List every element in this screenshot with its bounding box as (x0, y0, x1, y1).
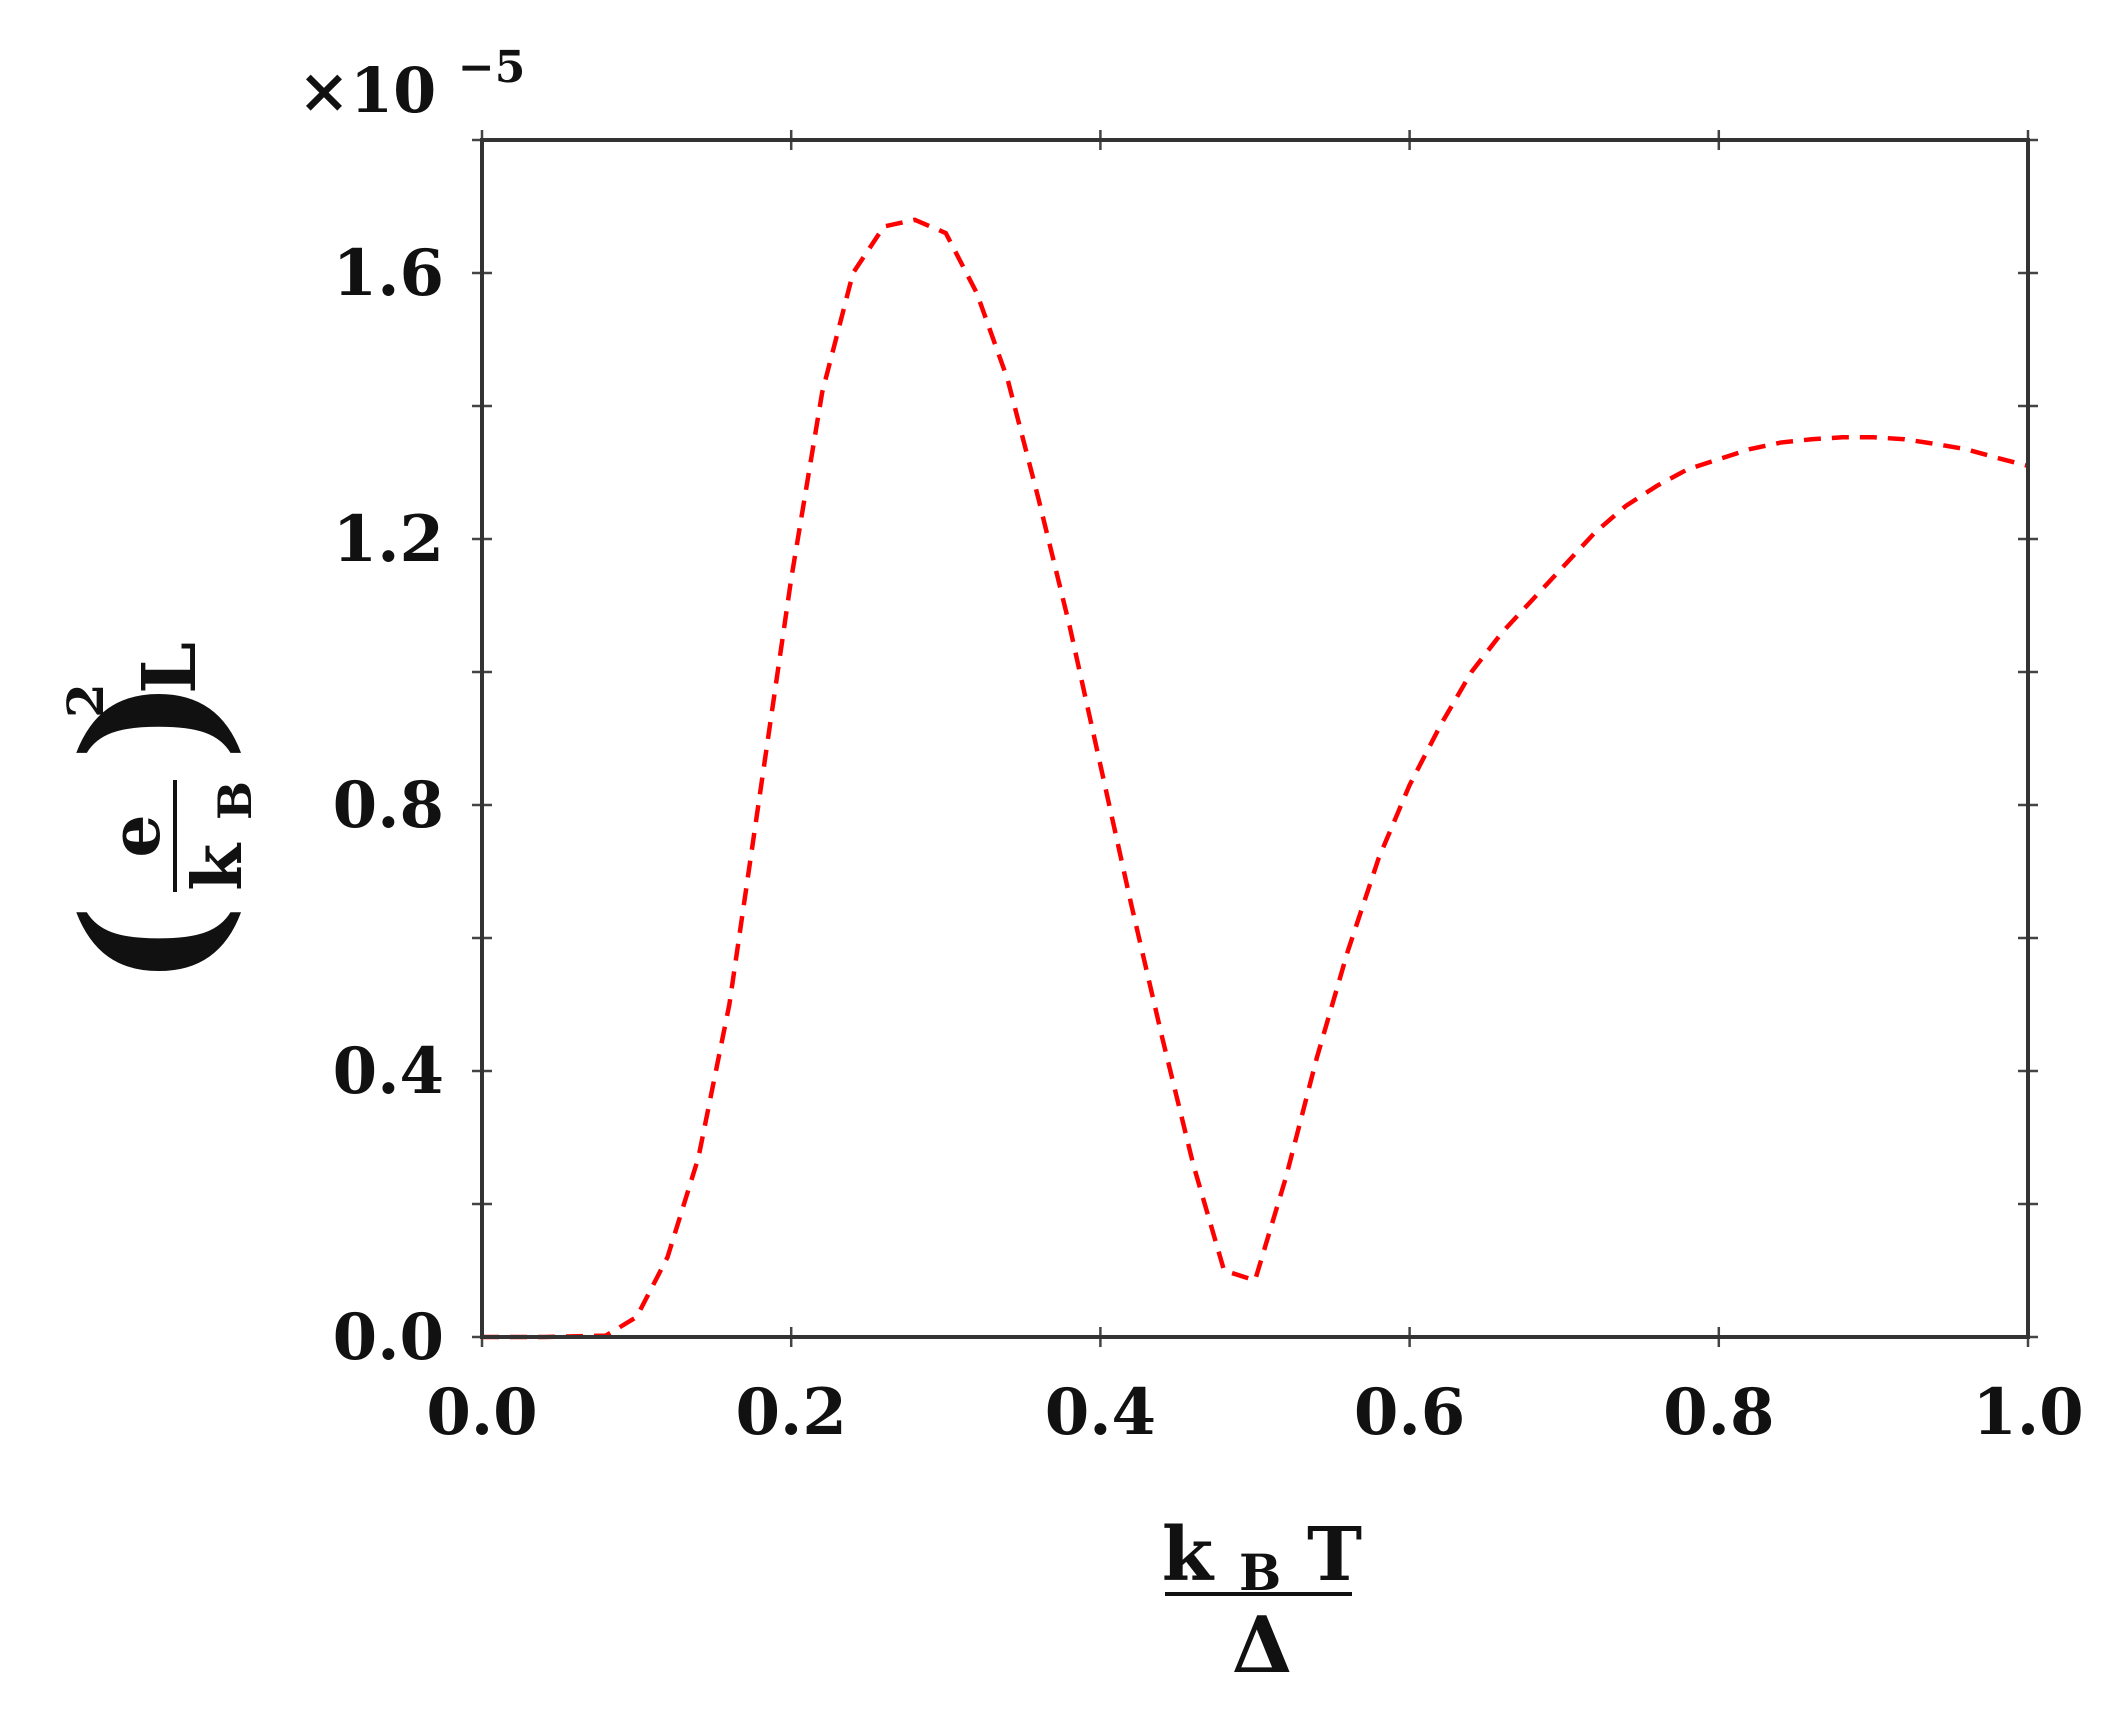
y-axis-label: ( e k B ) 2 L (45, 642, 262, 988)
x-label-T: T (1307, 1512, 1362, 1598)
y-label-power: 2 (56, 683, 115, 718)
y-label-denominator: k B (178, 781, 262, 891)
axis-ticks (472, 130, 2038, 1347)
x-tick-label: 0.6 (1354, 1375, 1465, 1450)
y-tick-label: 0.0 (333, 1300, 444, 1375)
x-tick-label: 0.2 (736, 1375, 847, 1450)
series-line-0 (482, 217, 2029, 1340)
y-tick-label: 1.6 (333, 236, 444, 311)
plot-frame (480, 138, 2030, 1339)
y-label-sub: B (208, 781, 262, 820)
x-label-k: k (1162, 1512, 1215, 1598)
y-label-numerator: e (96, 814, 176, 857)
x-tick-label: 1.0 (1972, 1375, 2083, 1450)
x-tick-label: 0.8 (1663, 1375, 1774, 1450)
y-label-open-paren: ( (45, 903, 256, 988)
y-tick-label: 0.8 (333, 768, 444, 843)
y-label-close-paren: ) (45, 677, 256, 762)
x-tick-labels: 0.0 0.2 0.4 0.6 0.8 1.0 (426, 1375, 2083, 1450)
y-label-L: L (127, 642, 213, 694)
x-label-denominator: Δ (1232, 1600, 1293, 1691)
x-tick-label: 0.0 (426, 1375, 537, 1450)
x-axis-label: k B T Δ (1162, 1512, 1362, 1691)
y-axis-multiplier: ×10 −5 (298, 42, 525, 127)
y-tick-label: 0.4 (333, 1034, 444, 1109)
series-layer (482, 217, 2029, 1340)
y-tick-labels: 0.0 0.4 0.8 1.2 1.6 (333, 236, 444, 1375)
y-multiplier-prefix: ×10 (298, 54, 436, 127)
y-label-k: k (178, 842, 258, 891)
x-tick-label: 0.4 (1045, 1375, 1156, 1450)
y-tick-label: 1.2 (333, 502, 444, 577)
y-multiplier-exponent: −5 (458, 42, 525, 93)
